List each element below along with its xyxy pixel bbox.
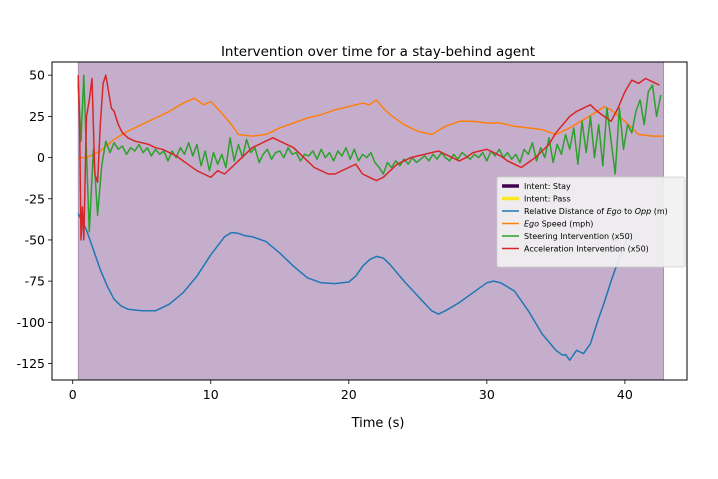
y-tick-label: 50 (29, 68, 45, 83)
legend-label: Ego Speed (mph) (524, 220, 593, 229)
y-tick-label: 25 (29, 109, 45, 124)
y-tick-label: 0 (37, 150, 45, 165)
series-line-steering-intervention-x50 (77, 74, 662, 233)
x-tick-label: 10 (203, 387, 219, 402)
y-tick-label: -75 (25, 274, 45, 289)
x-tick-label: 0 (69, 387, 77, 402)
x-tick-label: 30 (479, 387, 495, 402)
legend-label: Acceleration Intervention (x50) (524, 245, 649, 254)
legend-label: Steering Intervention (x50) (524, 232, 633, 241)
series-layer (77, 74, 664, 361)
series-line-relative-distance-of-ego-to-opp-m (77, 213, 633, 361)
y-tick-label: -25 (25, 191, 45, 206)
y-tick-label: -50 (25, 232, 45, 247)
series-line-ego-speed-mph (78, 97, 664, 159)
series-line-acceleration-intervention-x50 (77, 74, 660, 241)
chart-title: Intervention over time for a stay-behind… (221, 44, 535, 60)
legend-label: Intent: Stay (524, 182, 571, 191)
x-tick-label: 20 (341, 387, 357, 402)
x-axis-label: Time (s) (351, 416, 405, 431)
legend-box (496, 176, 686, 268)
axis-ticks: 0 10 20 30 40 50 25 0 -25 -50 -75 -100 -125 (17, 68, 633, 402)
legend-label: Intent: Pass (524, 195, 571, 204)
plot-frame (51, 61, 688, 381)
x-tick-label: 40 (617, 387, 633, 402)
y-tick-label: -125 (17, 356, 45, 371)
legend-label: Relative Distance of Ego to Opp (m) (524, 207, 668, 216)
legend: Intent: Stay Intent: Pass Relative Distanc… (496, 176, 686, 268)
y-tick-label: -100 (17, 315, 45, 330)
